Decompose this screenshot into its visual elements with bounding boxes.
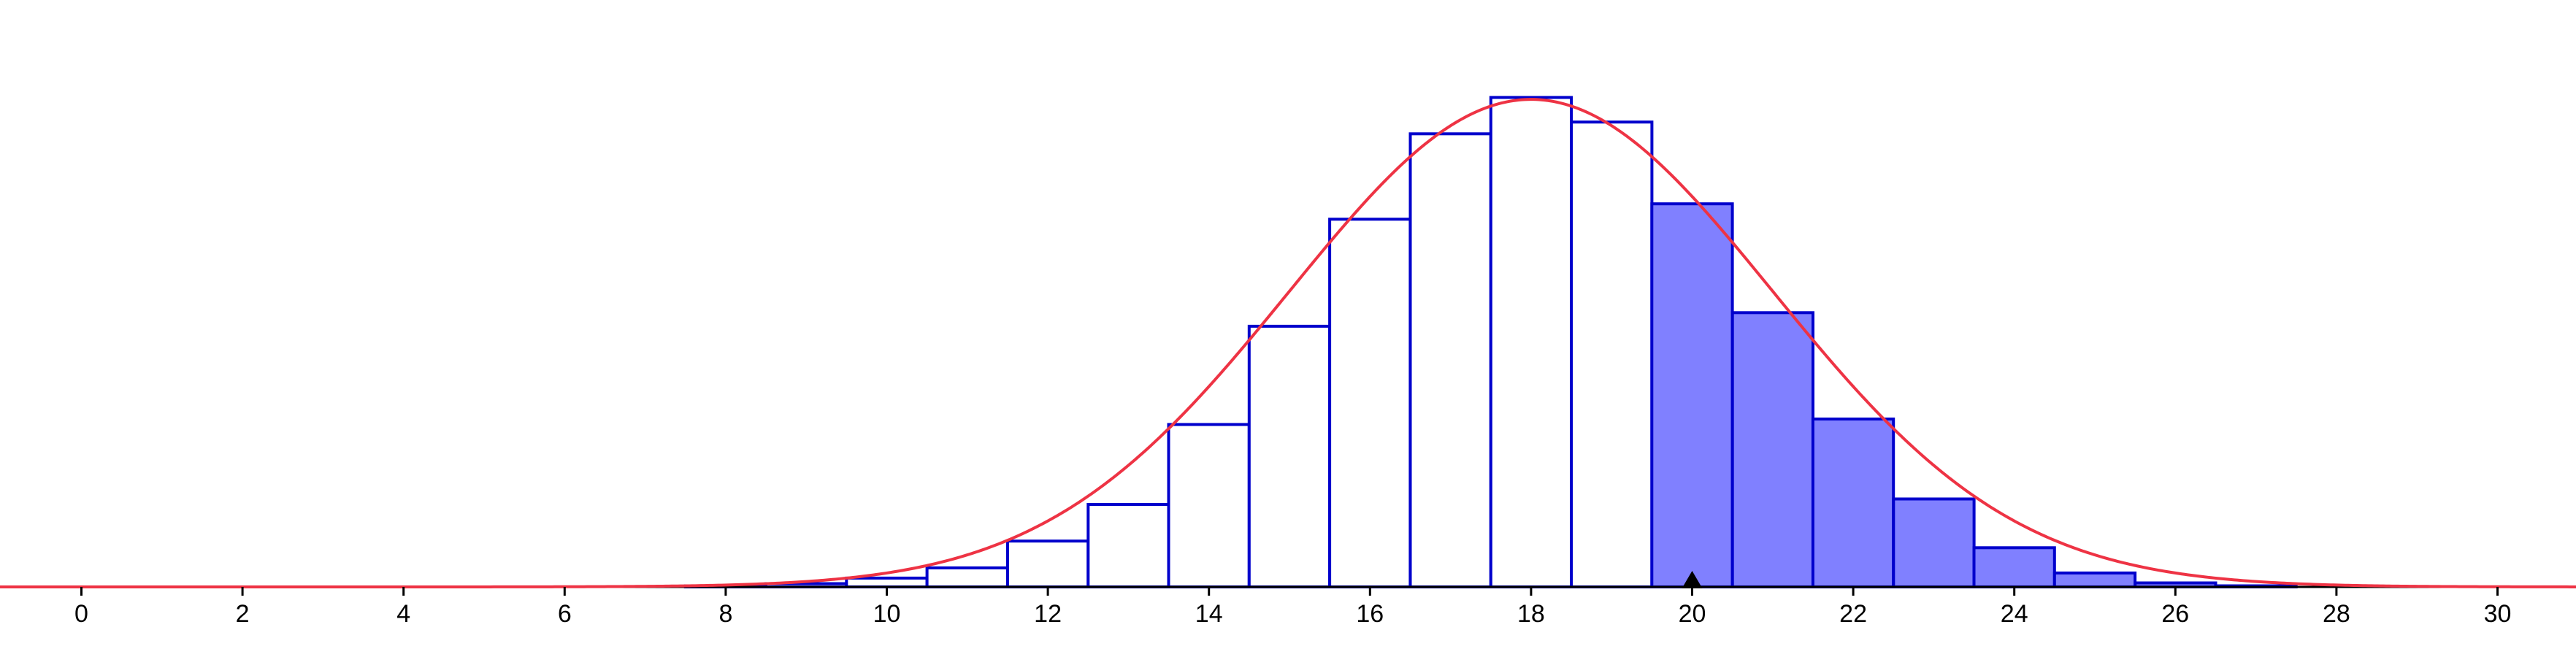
x-tick-label: 18: [1517, 600, 1545, 628]
bar-16: [1328, 218, 1412, 588]
x-tick-label: 30: [2484, 600, 2512, 628]
x-tick-label: 28: [2323, 600, 2350, 628]
bar-13: [1086, 503, 1170, 588]
normal-curve-line: [0, 98, 2576, 588]
bar-23: [1892, 497, 1976, 588]
x-tick-label: 26: [2161, 600, 2189, 628]
bar-20: [1650, 202, 1734, 588]
bar-18: [1489, 96, 1573, 588]
x-tick-label: 16: [1356, 600, 1384, 628]
x-tick-label: 22: [1839, 600, 1867, 628]
x-value-marker: [1682, 571, 1703, 588]
x-tick-label: 12: [1034, 600, 1062, 628]
x-tick-label: 6: [558, 600, 572, 628]
bar-17: [1408, 132, 1492, 589]
x-tick-label: 4: [396, 600, 410, 628]
x-tick-label: 0: [74, 600, 88, 628]
x-ticks-layer: 0 2 4 6 8 10 12 14 16 18 20 22 24 26 28 30: [74, 587, 2511, 628]
bar-14: [1167, 423, 1251, 588]
x-tick-label: 14: [1195, 600, 1223, 628]
bar-25: [2052, 571, 2137, 589]
bar-12: [1006, 539, 1090, 589]
bars-layer: [683, 96, 2298, 589]
x-tick-label: 2: [236, 600, 250, 628]
bar-11: [925, 566, 1009, 589]
x-tick-label: 8: [718, 600, 732, 628]
bar-10: [845, 576, 929, 589]
bar-15: [1247, 324, 1332, 588]
bar-19: [1570, 120, 1654, 588]
bar-24: [1972, 546, 2056, 588]
x-tick-label: 10: [873, 600, 901, 628]
x-tick-label: 20: [1679, 600, 1706, 628]
x-tick-label: 24: [2001, 600, 2028, 628]
bar-22: [1811, 418, 1895, 588]
bar-21: [1730, 311, 1814, 588]
